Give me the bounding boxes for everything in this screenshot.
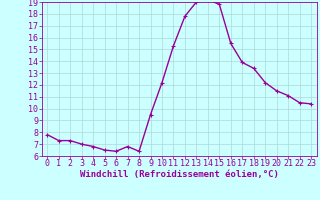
X-axis label: Windchill (Refroidissement éolien,°C): Windchill (Refroidissement éolien,°C) (80, 170, 279, 179)
